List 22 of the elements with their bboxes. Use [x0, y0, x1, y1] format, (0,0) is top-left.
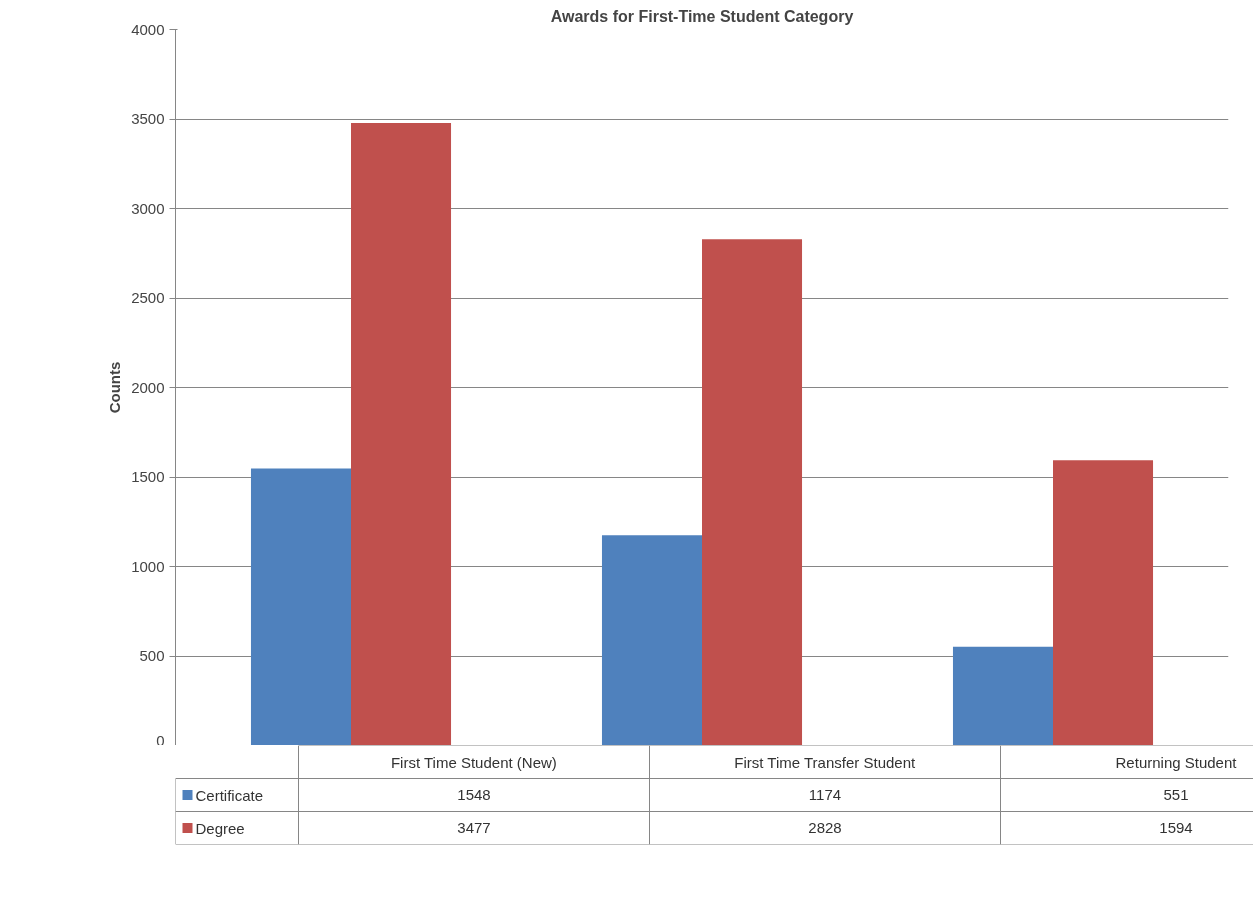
legend-label: Certificate — [195, 786, 264, 804]
data-label: 551 — [1163, 786, 1189, 803]
y-tick-label: 0 — [156, 731, 165, 749]
y-tick-label: 4000 — [131, 20, 165, 38]
y-tick-label: 1500 — [131, 468, 165, 485]
data-label: 2828 — [808, 819, 842, 836]
y-axis-title: Counts — [106, 361, 124, 414]
data-label: 1594 — [1159, 819, 1193, 836]
y-tick-label: 2000 — [131, 378, 165, 396]
x-tick-label: First Time Student (New) — [390, 753, 557, 771]
y-tick-label: 3500 — [131, 110, 165, 127]
y-tick-label: 2500 — [131, 289, 165, 306]
data-label: 1548 — [457, 786, 491, 803]
y-tick-label: 1000 — [131, 557, 165, 575]
y-tick-label: 3000 — [131, 199, 165, 217]
x-tick-label: Returning Student — [1115, 753, 1238, 771]
data-label: 1174 — [808, 786, 842, 803]
chart-title: Awards for First-Time Student Category — [550, 7, 854, 25]
x-tick-label: First Time Transfer Student — [734, 753, 917, 771]
y-tick-label: 500 — [139, 647, 165, 664]
legend-label: Degree — [195, 819, 245, 837]
data-label: 3477 — [457, 819, 491, 836]
